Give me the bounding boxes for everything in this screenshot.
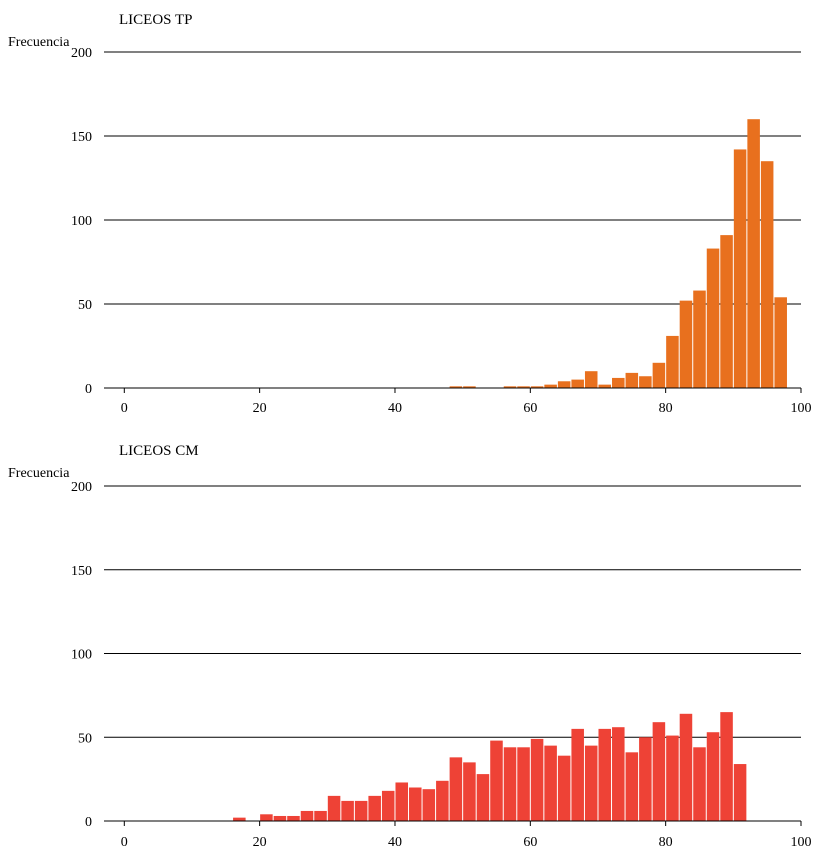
x-tick-label: 40 [388, 401, 402, 416]
histogram-bar [639, 737, 652, 821]
y-tick-label: 50 [78, 298, 92, 313]
histogram-bar [544, 384, 557, 388]
histogram-bar [666, 335, 679, 388]
histogram-bar [341, 800, 354, 821]
histogram-bar [490, 740, 503, 821]
histogram-panel-2: LICEOS CM Frecuencia 0 50 100 150 200 0 20 40 60 80… [8, 443, 812, 850]
histogram-bar [612, 727, 625, 821]
histogram-bar [720, 235, 733, 388]
histogram-bar [476, 774, 490, 821]
histogram-bar [774, 297, 787, 388]
y-tick-label: 200 [71, 480, 92, 495]
histogram-bar [706, 732, 720, 821]
histogram-bar [612, 377, 625, 388]
histogram-bar [287, 815, 300, 821]
y-tick-label: 200 [71, 46, 92, 61]
histogram-bar [679, 713, 693, 821]
histogram-bar [260, 814, 273, 821]
y-tick-label: 50 [78, 731, 92, 746]
histogram-bar [598, 728, 612, 821]
x-tick-label: 0 [121, 835, 128, 850]
histogram-bar [463, 386, 476, 388]
histogram-bar [625, 372, 639, 388]
x-tick-label: 80 [659, 835, 673, 850]
y-tick-label: 0 [85, 382, 92, 397]
histogram-bar [449, 757, 463, 821]
histogram-panel-1: LICEOS TP Frecuencia 0 50 100 150 200 0 20 40 60 80… [8, 12, 812, 416]
x-tick-label: 100 [791, 401, 812, 416]
x-tick-label: 100 [791, 835, 812, 850]
histogram-bar [666, 735, 679, 821]
histogram-bar [598, 384, 612, 388]
histogram-bar [639, 376, 652, 388]
histogram-bar [449, 386, 463, 388]
chart-title: LICEOS CM [119, 443, 199, 459]
histogram-bar [584, 745, 598, 821]
histogram-bar [314, 810, 327, 821]
y-tick-label: 0 [85, 815, 92, 830]
histogram-bar [693, 290, 706, 388]
histogram-bar [530, 386, 544, 388]
histogram-bar [409, 787, 422, 821]
x-tick-label: 20 [253, 835, 267, 850]
y-tick-label: 150 [71, 130, 92, 145]
histogram-bar [422, 789, 436, 821]
histogram-bar [517, 386, 530, 388]
histogram-bar [517, 747, 530, 821]
histogram-bar [381, 790, 395, 821]
histogram-bar [571, 728, 584, 821]
histogram-bar [503, 747, 517, 821]
x-tick-label: 60 [523, 835, 537, 850]
x-tick-label: 80 [659, 401, 673, 416]
histogram-bar [503, 386, 517, 388]
y-axis-label: Frecuencia [8, 35, 70, 50]
histogram-bar [706, 248, 720, 388]
histogram-bar [625, 752, 639, 821]
histogram-bar [733, 149, 747, 388]
histogram-bar [463, 762, 476, 821]
histogram-bar [233, 817, 246, 821]
histogram-bar [571, 379, 584, 388]
histogram-bar [273, 815, 287, 821]
histogram-bar [300, 810, 314, 821]
histogram-bar [652, 362, 666, 388]
histogram-bar [679, 300, 693, 388]
histogram-bar [760, 161, 774, 388]
histogram-bar [652, 722, 666, 821]
histogram-bar [584, 371, 598, 388]
histogram-bar [368, 795, 381, 821]
x-tick-label: 60 [523, 401, 537, 416]
x-tick-label: 40 [388, 835, 402, 850]
histogram-bar [354, 800, 368, 821]
histogram-bar [395, 782, 409, 821]
histogram-bar [733, 764, 747, 821]
histogram-bar [557, 381, 571, 388]
histogram-bar [436, 780, 449, 821]
histogram-bar [557, 755, 571, 821]
y-axis-label: Frecuencia [8, 466, 70, 481]
histogram-bar [747, 119, 760, 388]
histogram-bar [327, 795, 341, 821]
chart-title: LICEOS TP [119, 12, 192, 28]
y-tick-label: 150 [71, 564, 92, 579]
histogram-bar [544, 745, 557, 821]
histogram-bar [530, 738, 544, 821]
histogram-bar [720, 712, 733, 821]
x-tick-label: 0 [121, 401, 128, 416]
x-tick-label: 20 [253, 401, 267, 416]
y-tick-label: 100 [71, 648, 92, 663]
y-tick-label: 100 [71, 214, 92, 229]
histogram-bar [693, 747, 706, 821]
